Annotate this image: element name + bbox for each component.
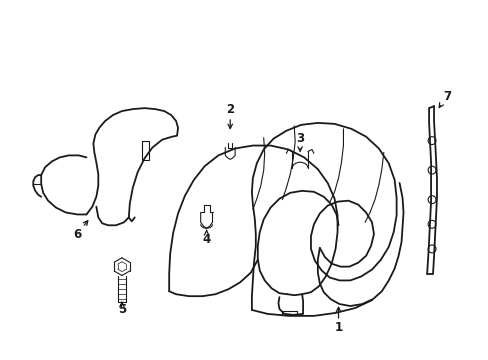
Text: 7: 7 <box>442 90 450 103</box>
Text: 2: 2 <box>225 103 234 116</box>
Text: 6: 6 <box>73 228 81 240</box>
Text: 1: 1 <box>334 321 342 334</box>
Text: 5: 5 <box>118 303 126 316</box>
Text: 3: 3 <box>295 132 304 145</box>
Text: 4: 4 <box>202 233 210 246</box>
